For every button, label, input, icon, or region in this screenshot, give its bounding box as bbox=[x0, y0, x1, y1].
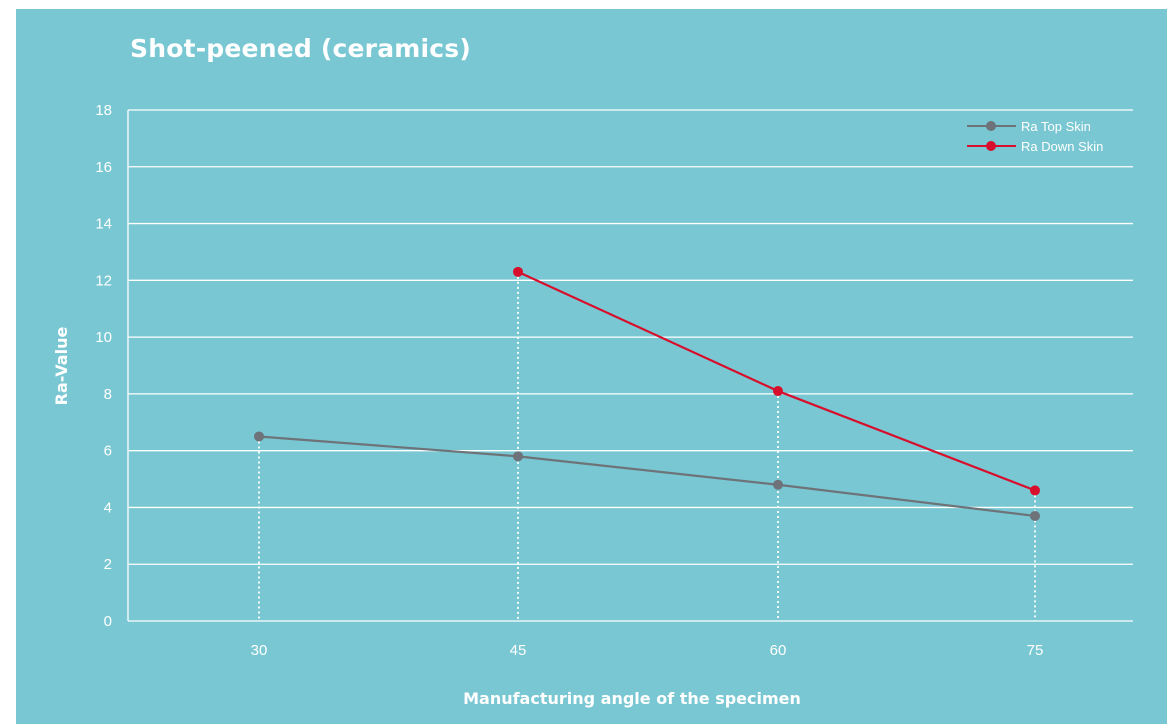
data-point bbox=[513, 451, 523, 462]
legend-label: Ra Top Skin bbox=[1021, 119, 1091, 134]
y-tick-label: 18 bbox=[95, 102, 112, 119]
legend-swatch-marker bbox=[986, 141, 996, 151]
y-tick-label: 0 bbox=[104, 613, 112, 630]
legend-label: Ra Down Skin bbox=[1021, 139, 1103, 154]
x-tick-label: 45 bbox=[510, 642, 527, 659]
series-line bbox=[517, 270, 1036, 492]
data-point bbox=[513, 266, 523, 277]
x-tick-label: 60 bbox=[770, 642, 787, 659]
y-tick-label: 4 bbox=[104, 499, 112, 516]
y-tick-label: 12 bbox=[95, 272, 112, 289]
chart-gridlines bbox=[127, 109, 1133, 622]
data-point bbox=[1030, 485, 1040, 496]
chart-series bbox=[254, 266, 1040, 521]
chart-panel bbox=[16, 9, 1167, 724]
y-axis-ticks: 0 2 4 6 8 10 12 14 16 18 bbox=[95, 102, 112, 630]
data-point bbox=[773, 386, 783, 397]
chart-legend: Ra Top Skin Ra Down Skin bbox=[967, 119, 1103, 154]
x-tick-label: 30 bbox=[251, 642, 268, 659]
legend-swatch-marker bbox=[986, 121, 996, 131]
data-point bbox=[1030, 510, 1040, 521]
y-tick-label: 10 bbox=[95, 329, 112, 346]
y-tick-label: 2 bbox=[104, 556, 112, 573]
data-point bbox=[773, 479, 783, 490]
y-tick-label: 14 bbox=[95, 216, 112, 233]
x-axis-ticks: 30 45 60 75 bbox=[251, 642, 1044, 659]
data-point bbox=[254, 431, 264, 442]
y-tick-label: 6 bbox=[104, 443, 112, 460]
series-line bbox=[258, 435, 1036, 518]
y-axis-title: Ra-Value bbox=[52, 327, 71, 406]
y-tick-label: 16 bbox=[95, 159, 112, 176]
y-tick-label: 8 bbox=[104, 386, 112, 403]
chart-title: Shot-peened (ceramics) bbox=[130, 34, 472, 63]
x-tick-label: 75 bbox=[1027, 642, 1044, 659]
x-axis-title: Manufacturing angle of the specimen bbox=[463, 689, 801, 708]
